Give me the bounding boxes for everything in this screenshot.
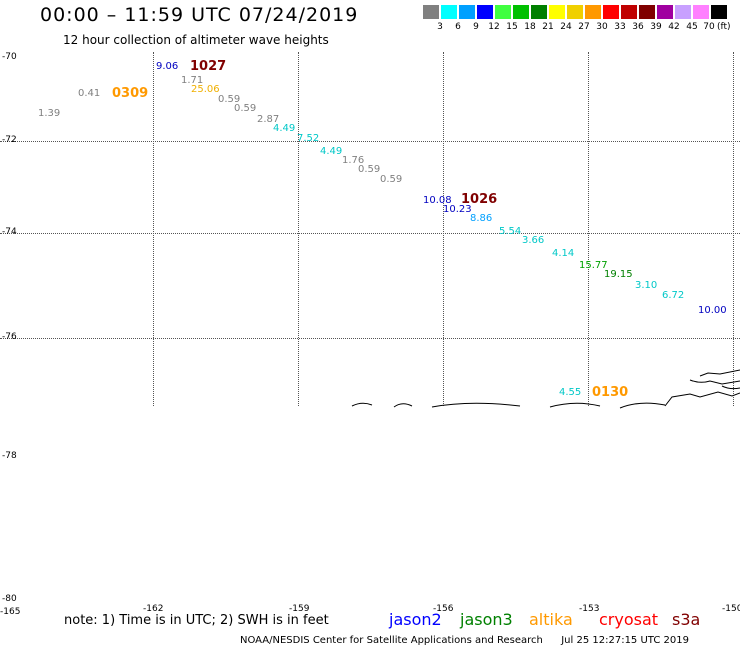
swh-value: 2.87: [257, 114, 280, 125]
swh-value: 0.41: [78, 88, 101, 99]
legend-label: 6: [455, 22, 461, 32]
credit-text: NOAA/NESDIS Center for Satellite Applica…: [240, 635, 543, 646]
legend-label: 45: [686, 22, 698, 32]
legend-swatch: [441, 5, 457, 19]
legend-swatch: [495, 5, 511, 19]
legend-label: 39: [650, 22, 662, 32]
longitude-label: -153: [579, 604, 600, 614]
legend-label: 15: [506, 22, 518, 32]
legend-swatch: [585, 5, 601, 19]
swh-value: 4.49: [273, 123, 296, 134]
legend-swatch: [621, 5, 637, 19]
legend-swatch: [603, 5, 619, 19]
swh-value: 6.72: [662, 290, 685, 301]
legend-label: 36: [632, 22, 644, 32]
satellite-legend-jason3: jason3: [460, 610, 513, 629]
map-subtitle: 12 hour collection of altimeter wave hei…: [63, 33, 329, 47]
swh-value: 1.76: [342, 155, 365, 166]
longitude-gridline: [588, 52, 589, 406]
pass-time-label: 1026: [461, 192, 498, 207]
pass-time-label: 0130: [592, 385, 629, 400]
latitude-label: -80: [2, 594, 17, 604]
legend-swatch: [513, 5, 529, 19]
longitude-gridline: [298, 52, 299, 406]
legend-label: 42: [668, 22, 680, 32]
credit-line: NOAA/NESDIS Center for Satellite Applica…: [240, 635, 689, 646]
longitude-label: -162: [143, 604, 164, 614]
pass-time-label: 1027: [190, 59, 227, 74]
swh-value: 0.59: [380, 174, 403, 185]
legend-swatch: [459, 5, 475, 19]
legend-swatch: [675, 5, 691, 19]
swh-value: 3.10: [635, 280, 658, 291]
legend-label: 30: [596, 22, 608, 32]
latitude-label: -70: [2, 52, 17, 62]
longitude-gridline: [733, 52, 734, 406]
legend-swatch: [567, 5, 583, 19]
legend-label: 33: [614, 22, 626, 32]
legend-swatch: [693, 5, 709, 19]
generated-timestamp: Jul 25 12:27:15 UTC 2019: [561, 635, 689, 646]
legend-label: 21: [542, 22, 554, 32]
satellite-legend-s3a: s3a: [672, 610, 701, 629]
legend-label: 27: [578, 22, 590, 32]
swh-value: 0.59: [218, 94, 241, 105]
latitude-gridline: [0, 338, 740, 339]
satellite-legend-jason2: jason2: [389, 610, 442, 629]
longitude-gridline: [443, 52, 444, 406]
longitude-gridline: [153, 52, 154, 406]
swh-value: 0.59: [358, 164, 381, 175]
map-title: 00:00 – 11:59 UTC 07/24/2019: [40, 4, 359, 26]
satellite-legend-altika: altika: [529, 610, 573, 629]
swh-value: 1.39: [38, 108, 61, 119]
longitude-label: -159: [289, 604, 310, 614]
pass-time-label: 0309: [112, 86, 149, 101]
swh-value: 4.55: [559, 387, 582, 398]
swh-value: 7.52: [297, 133, 320, 144]
legend-label: 9: [473, 22, 479, 32]
swh-value: 4.49: [320, 146, 343, 157]
latitude-gridline: [0, 233, 740, 234]
swh-value: 4.14: [552, 248, 575, 259]
legend-swatch: [549, 5, 565, 19]
legend-swatch: [531, 5, 547, 19]
legend-label: 24: [560, 22, 572, 32]
latitude-label: -74: [2, 227, 17, 237]
swh-value: 8.86: [470, 213, 493, 224]
latitude-label: -76: [2, 332, 17, 342]
longitude-label: -150: [722, 604, 740, 614]
swh-value: 10.00: [698, 305, 727, 316]
latitude-gridline: [0, 141, 740, 142]
longitude-label: -165: [0, 607, 21, 617]
swh-value: 25.06: [191, 84, 220, 95]
latitude-label: -78: [2, 451, 17, 461]
legend-label: 3: [437, 22, 443, 32]
legend-label: 12: [488, 22, 500, 32]
swh-value: 5.54: [499, 226, 522, 237]
legend-label: 70: [703, 22, 715, 32]
legend-swatch: [423, 5, 439, 19]
legend-swatch: [657, 5, 673, 19]
swh-value: 1.71: [181, 75, 204, 86]
swh-value: 9.06: [156, 61, 179, 72]
legend-swatch: [639, 5, 655, 19]
legend-swatch: [477, 5, 493, 19]
legend-label: 18: [524, 22, 536, 32]
legend-unit: (ft): [717, 22, 731, 32]
swh-value: 15.77: [579, 260, 608, 271]
swh-value: 3.66: [522, 235, 545, 246]
latitude-label: -72: [2, 135, 17, 145]
swh-value: 10.23: [443, 204, 472, 215]
footnote: note: 1) Time is in UTC; 2) SWH is in fe…: [64, 613, 329, 628]
swh-value: 19.15: [604, 269, 633, 280]
longitude-label: -156: [433, 604, 454, 614]
swh-value: 0.59: [234, 103, 257, 114]
swh-value: 10.08: [423, 195, 452, 206]
legend-swatch: [711, 5, 727, 19]
satellite-legend-cryosat: cryosat: [599, 610, 659, 629]
